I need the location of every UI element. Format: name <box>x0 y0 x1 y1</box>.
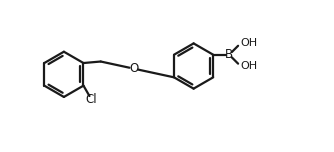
Text: OH: OH <box>240 61 258 71</box>
Text: Cl: Cl <box>86 93 97 106</box>
Text: O: O <box>129 62 138 75</box>
Text: OH: OH <box>240 38 258 48</box>
Text: B: B <box>225 48 233 61</box>
